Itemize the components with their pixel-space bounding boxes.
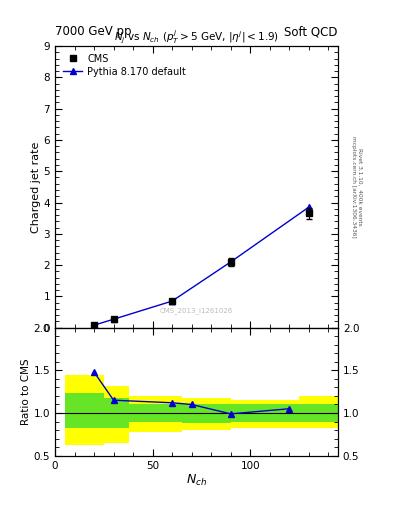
Y-axis label: Charged jet rate: Charged jet rate: [31, 141, 41, 232]
Pythia 8.170 default: [170, 298, 174, 304]
Text: Soft QCD: Soft QCD: [285, 26, 338, 38]
Text: 7000 GeV pp: 7000 GeV pp: [55, 26, 132, 38]
Title: $N_j$ vs $N_{ch}$ ($p_T^j$$>$5 GeV, $|\eta^j|$$<$1.9): $N_j$ vs $N_{ch}$ ($p_T^j$$>$5 GeV, $|\e…: [114, 28, 279, 46]
Pythia 8.170 default: [307, 204, 311, 210]
Y-axis label: Rivet 3.1.10,  400k events
mcplots.cern.ch [arXiv:1306.3436]: Rivet 3.1.10, 400k events mcplots.cern.c…: [351, 136, 362, 238]
Pythia 8.170 default: [111, 316, 116, 323]
Text: CMS_2013_I1261026: CMS_2013_I1261026: [160, 307, 233, 313]
X-axis label: $N_{ch}$: $N_{ch}$: [186, 473, 207, 488]
Line: Pythia 8.170 default: Pythia 8.170 default: [91, 204, 312, 328]
Pythia 8.170 default: [228, 259, 233, 265]
Y-axis label: Ratio to CMS: Ratio to CMS: [21, 358, 31, 425]
Pythia 8.170 default: [92, 322, 96, 328]
Legend: CMS, Pythia 8.170 default: CMS, Pythia 8.170 default: [60, 51, 189, 80]
